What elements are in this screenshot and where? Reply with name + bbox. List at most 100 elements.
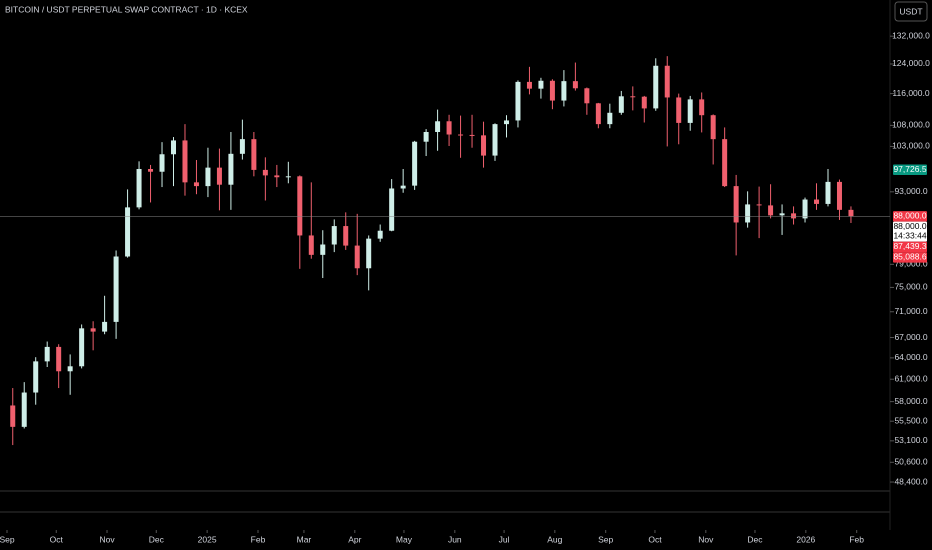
candle-body	[618, 96, 624, 113]
y-tick-label: 67,000.0	[894, 332, 927, 342]
x-tick-label: Aug	[547, 534, 562, 544]
candle-body	[768, 205, 774, 216]
candle-body	[193, 182, 199, 187]
x-tick-label: Oct	[648, 534, 662, 544]
price-tag-label: 85,088.6	[893, 252, 926, 262]
candle-body	[216, 167, 222, 185]
y-tick-label: 116,000.0	[892, 88, 929, 98]
currency-button-frame[interactable]	[894, 1, 928, 22]
candle-body	[56, 346, 62, 372]
x-tick-label: Sep	[0, 534, 15, 544]
candle-body	[848, 209, 854, 217]
candle-body	[79, 328, 85, 367]
candle-body	[607, 112, 613, 125]
candle-body	[228, 153, 234, 185]
candle-body	[435, 121, 441, 132]
candle-body	[262, 169, 268, 176]
price-tag-label: 87,439.3	[893, 241, 926, 251]
chart-title: BITCOIN / USDT PERPETUAL SWAP CONTRACT ·…	[5, 4, 248, 14]
price-tag	[893, 164, 927, 176]
candle-body	[756, 204, 762, 206]
candle-body	[205, 167, 211, 187]
candle-body	[825, 181, 831, 204]
y-tick-label: 132,000.0	[892, 30, 930, 40]
x-tick-label: Feb	[251, 534, 266, 544]
candle-body	[676, 97, 682, 123]
candle-body	[159, 154, 165, 172]
candle-body	[67, 366, 73, 372]
candle-body	[412, 141, 418, 186]
candle-body	[285, 176, 291, 178]
y-tick-label: 61,000.0	[894, 373, 927, 383]
candle-body	[526, 81, 532, 89]
candle-body	[722, 139, 728, 187]
currency-label[interactable]: USDT	[899, 6, 922, 16]
candle-body	[377, 230, 383, 239]
candle-body	[308, 235, 314, 255]
candle-body	[584, 88, 590, 104]
candle-body	[274, 175, 280, 178]
price-tag-label: 97,726.5	[893, 164, 926, 174]
candle-body	[125, 207, 131, 257]
x-tick-label: Dec	[149, 534, 165, 544]
candle-body	[802, 199, 808, 219]
candle-body	[595, 103, 601, 125]
x-tick-label: Mar	[297, 534, 312, 544]
y-tick-label: 79,000.0	[894, 259, 927, 269]
price-tag	[893, 221, 927, 242]
candle-body	[687, 99, 693, 123]
x-tick-label: Jul	[499, 534, 510, 544]
candle-body	[423, 131, 429, 142]
candle-body	[481, 135, 487, 156]
candle-body	[836, 181, 842, 210]
candle-body	[148, 168, 154, 172]
x-tick-label: Nov	[698, 534, 714, 544]
candle-body	[492, 124, 498, 156]
candle-body	[515, 81, 521, 121]
y-tick-label: 75,000.0	[894, 282, 927, 292]
y-tick-label: 53,100.0	[894, 435, 927, 445]
x-tick-label: 2026	[796, 534, 815, 544]
candle-body	[641, 96, 647, 109]
x-tick-label: Dec	[747, 534, 763, 544]
candle-body	[113, 256, 119, 322]
y-tick-label: 48,400.0	[894, 476, 927, 486]
candle-body	[446, 121, 452, 135]
candle-body	[366, 238, 372, 269]
candle-body	[343, 226, 349, 246]
x-tick-label: May	[396, 534, 413, 544]
y-tick-label: 64,000.0	[894, 352, 927, 362]
price-tag-label: 88,000.0	[893, 221, 926, 231]
candle-body	[102, 321, 108, 332]
candle-body	[503, 120, 509, 125]
x-tick-label: Oct	[50, 534, 64, 544]
candle-body	[239, 139, 245, 154]
candle-body	[549, 80, 555, 101]
candle-body	[710, 115, 716, 140]
y-tick-label: 71,000.0	[894, 306, 927, 316]
y-tick-label: 93,000.0	[894, 186, 927, 196]
candle-body	[354, 245, 360, 269]
candle-body	[297, 176, 303, 236]
candle-body	[21, 392, 27, 427]
y-tick-label: 55,500.0	[894, 415, 927, 425]
candle-body	[538, 80, 544, 89]
candle-body	[182, 140, 188, 183]
candle-body	[44, 346, 50, 362]
y-tick-label: 124,000.0	[892, 58, 930, 68]
candle-body	[653, 65, 659, 109]
candle-body	[10, 405, 16, 427]
candle-body	[745, 204, 751, 223]
x-tick-label: Jun	[448, 534, 462, 544]
candle-body	[791, 213, 797, 219]
currency-button[interactable]: USDT	[894, 1, 928, 22]
candle-body	[779, 213, 785, 216]
y-tick-label: 108,000.0	[892, 120, 930, 130]
candle-body	[251, 139, 257, 170]
candle-body	[561, 81, 567, 101]
candle-body	[458, 134, 464, 136]
x-tick-label: Apr	[348, 534, 361, 544]
price-tag-label: 88,000.0	[893, 211, 926, 221]
x-tick-label: Feb	[849, 534, 864, 544]
